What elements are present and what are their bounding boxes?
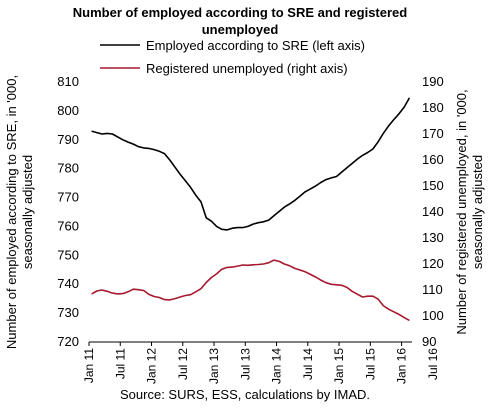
left-tick-label-720: 720 [57,334,79,349]
left-tick-label-780: 780 [57,161,79,176]
x-tick-label-4: Jul 12 [176,348,190,380]
x-tick-label-12: Jul 16 [426,348,440,380]
left-tick-label-770: 770 [57,190,79,205]
right-tick-label-110: 110 [422,282,443,297]
right-axis-title-line-2: seasonally adjusted [470,155,485,269]
x-tick-label-2: Jul 11 [113,348,127,379]
right-tick-label-180: 180 [422,100,444,115]
left-tick-label-730: 730 [57,305,79,320]
series-line-1 [91,97,411,231]
right-tick-label-150: 150 [422,178,444,193]
legend-label-1: Employed according to SRE (left axis) [146,38,365,53]
right-tick-label-160: 160 [422,152,444,167]
x-tick-label-10: Jul 15 [363,348,377,380]
legend-label-2: Registered unemployed (right axis) [146,61,348,76]
x-tick-label-5: Jan 13 [207,348,221,384]
x-tick-label-6: Jul 13 [238,348,252,380]
x-tick-label-11: Jan 16 [395,348,409,384]
right-tick-label-130: 130 [422,230,444,245]
left-axis-title-line-1: Number of employed according to SRE, in … [4,75,19,349]
source-note: Source: SURS, ESS, calculations by IMAD. [120,387,370,402]
left-tick-label-790: 790 [57,132,79,147]
x-tick-label-7: Jan 14 [270,348,284,384]
right-tick-label-190: 190 [422,74,444,89]
series-line-2 [91,259,410,322]
left-tick-label-810: 810 [57,74,79,89]
right-tick-label-120: 120 [422,256,444,271]
left-tick-label-800: 800 [57,103,79,118]
right-tick-label-170: 170 [422,126,444,141]
right-tick-label-140: 140 [422,204,444,219]
x-tick-label-8: Jul 14 [301,348,315,380]
left-tick-label-760: 760 [57,218,79,233]
chart-title: Number of employed according to SRE and … [72,5,408,37]
left-tick-label-740: 740 [57,276,79,291]
left-axis-title-line-2: seasonally adjusted [20,155,35,269]
x-tick-label-3: Jan 12 [145,348,159,384]
x-tick-label-9: Jan 15 [332,348,346,384]
right-tick-label-90: 90 [422,334,436,349]
right-axis-title-line-1: Number of registered unemployed, in '000… [454,89,469,334]
right-tick-label-100: 100 [422,308,444,323]
x-tick-label-1: Jan 11 [82,348,96,383]
left-tick-label-750: 750 [57,247,79,262]
